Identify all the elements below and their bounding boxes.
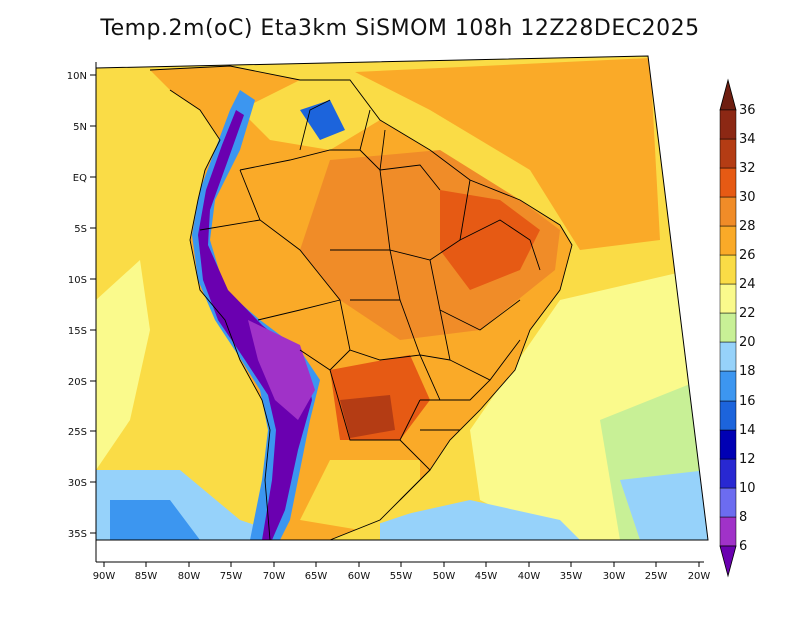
northeast-hot-zone — [440, 190, 540, 290]
colorbar-label-26: 26 — [739, 248, 756, 263]
colorbar-segment — [719, 254, 737, 285]
lon-label-30w: 30W — [603, 571, 626, 582]
colorbar-segment — [719, 109, 737, 140]
lon-label-90w: 90W — [93, 571, 116, 582]
lon-label-60w: 60W — [348, 571, 371, 582]
colorbar: 6 8 10 12 14 16 18 20 22 24 26 28 30 32 … — [719, 78, 756, 578]
ecuador-peru-border — [199, 219, 261, 231]
guiana-highlands-cool-zone — [300, 100, 345, 140]
colorbar-segment — [719, 225, 737, 256]
paraguay-border — [329, 369, 421, 441]
lon-label-75w: 75W — [220, 571, 243, 582]
colorbar-top-arrow — [719, 78, 737, 111]
colorbar-segment — [719, 458, 737, 489]
south-atlantic-cold-zone — [380, 500, 580, 540]
colorbar-label-12: 12 — [739, 452, 756, 467]
state-border-northeast — [429, 259, 521, 331]
lon-label-35w: 35W — [560, 571, 583, 582]
colorbar-segment — [719, 167, 737, 198]
lat-label-eq: EQ — [73, 173, 87, 184]
state-border-goias — [399, 299, 451, 361]
state-border-center-west — [330, 249, 401, 301]
colorbar-segment — [719, 487, 737, 518]
lat-label-35s: 35S — [68, 529, 87, 540]
pacific-cool-zone — [96, 260, 150, 470]
lat-label-10s: 10S — [68, 275, 87, 286]
uruguay-border — [399, 439, 431, 501]
longitude-axis: 90W 85W 80W 75W 70W 65W 60W 55W 50W 45W … — [93, 562, 711, 582]
peru-bolivia-border — [257, 299, 341, 321]
south-america — [150, 66, 572, 540]
lat-label-5s: 5S — [74, 224, 87, 235]
country-borders — [149, 65, 573, 540]
colorbar-segment — [719, 516, 737, 547]
colorbar-label-8: 8 — [739, 510, 747, 525]
colorbar-segment — [719, 400, 737, 431]
pacific-coastline — [169, 89, 271, 540]
lat-label-5n: 5N — [73, 122, 87, 133]
state-border-southeast — [439, 309, 521, 381]
colorbar-segment — [719, 138, 737, 169]
map-title: Temp.2m(oC) Eta3km SiSMOM 108h 12Z28DEC2… — [100, 16, 700, 41]
colorbar-label-22: 22 — [739, 306, 756, 321]
state-border-piaui-ceara — [459, 219, 541, 271]
lon-label-55w: 55W — [390, 571, 413, 582]
suriname-border — [359, 109, 371, 151]
colorbar-label-16: 16 — [739, 394, 756, 409]
lat-label-10n: 10N — [67, 71, 87, 82]
colorbar-label-24: 24 — [739, 277, 756, 292]
latitude-axis: 10N 5N EQ 5S 10S 15S 20S 25S 30S 35S — [67, 71, 96, 540]
colorbar-label-6: 6 — [739, 539, 747, 554]
lon-label-50w: 50W — [433, 571, 456, 582]
colorbar-segments — [719, 109, 737, 547]
colorbar-label-10: 10 — [739, 481, 756, 496]
french-guiana-border — [379, 129, 386, 171]
lon-label-70w: 70W — [263, 571, 286, 582]
colorbar-segment — [719, 312, 737, 343]
pampas-mild-zone — [300, 460, 420, 530]
colorbar-segment — [719, 341, 737, 372]
colorbar-label-32: 32 — [739, 161, 756, 176]
chaco-hottest-zone — [340, 395, 395, 438]
colorbar-segment — [719, 283, 737, 314]
colorbar-label-28: 28 — [739, 219, 756, 234]
colorbar-segment — [719, 196, 737, 227]
lat-label-20s: 20S — [68, 377, 87, 388]
altiplano-cold-zone — [248, 320, 315, 420]
lon-label-45w: 45W — [475, 571, 498, 582]
colorbar-label-36: 36 — [739, 103, 756, 118]
lon-label-25w: 25W — [645, 571, 668, 582]
colorbar-label-20: 20 — [739, 335, 756, 350]
lon-label-65w: 65W — [305, 571, 328, 582]
lon-label-85w: 85W — [135, 571, 158, 582]
colorbar-label-34: 34 — [739, 132, 756, 147]
colorbar-label-30: 30 — [739, 190, 756, 205]
venezuela-guyana-border — [299, 99, 331, 151]
atlantic-warm-zone — [355, 58, 660, 250]
lat-label-30s: 30S — [68, 478, 87, 489]
colorbar-segment — [719, 370, 737, 402]
colorbar-label-14: 14 — [739, 423, 756, 438]
pacific-coldest-zone — [110, 500, 200, 540]
far-south-atlantic-cold-zone — [620, 470, 708, 540]
colorbar-bottom-arrow — [719, 545, 737, 578]
lat-label-25s: 25S — [68, 427, 87, 438]
interior-hot-zone — [300, 150, 560, 340]
lat-label-15s: 15S — [68, 326, 87, 337]
colorbar-label-18: 18 — [739, 364, 756, 379]
state-border-sao-paulo — [420, 379, 491, 401]
lon-label-40w: 40W — [518, 571, 541, 582]
lon-label-20w: 20W — [688, 571, 711, 582]
colorbar-segment — [719, 429, 737, 460]
lon-label-80w: 80W — [178, 571, 201, 582]
